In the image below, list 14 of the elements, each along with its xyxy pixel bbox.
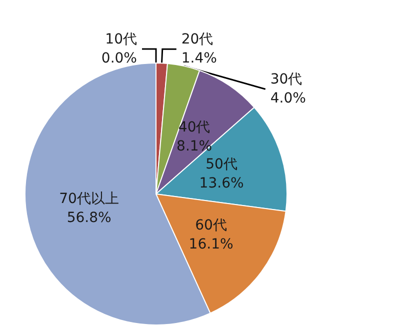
data-label: 4.0% [270,90,306,107]
slice-label: 30代 [270,72,302,88]
data-label: 16.1% [188,236,234,252]
slice-label: 20代 [181,32,214,48]
slice-label: 60代 [195,217,227,234]
slice-label: 40代 [178,120,210,136]
data-label: 1.4% [181,50,217,67]
text: 0.0% [101,50,137,66]
data-label: 56.8% [66,210,112,226]
slice-label: 50代 [206,156,238,173]
data-label: 13.6% [199,176,244,192]
slice-label: 70代以上 [59,191,119,208]
category-label: 10代 [105,32,137,48]
data-label: 8.1% [176,138,212,155]
